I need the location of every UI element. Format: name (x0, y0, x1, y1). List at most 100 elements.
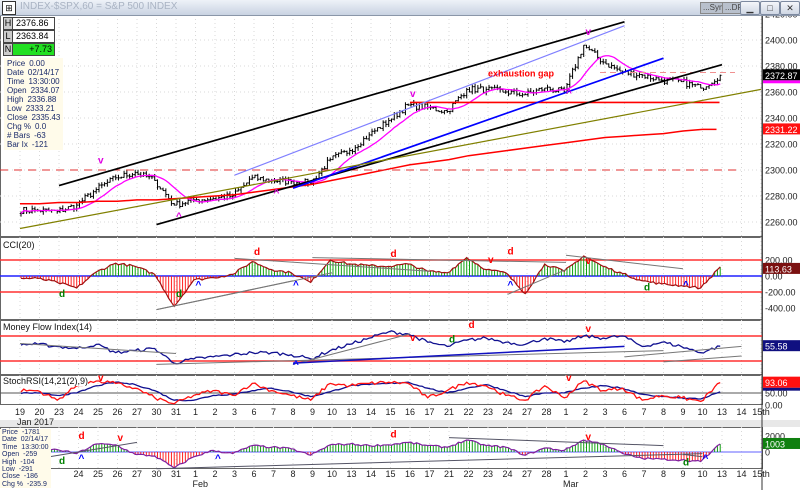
x-tick-label: 7 (271, 469, 276, 479)
x-tick-label: 10 (327, 469, 337, 479)
cci-tick-label: 200.00 (765, 256, 793, 266)
x-tick-label: 7 (641, 469, 646, 479)
price-bar (590, 48, 594, 52)
annotation-label: v (586, 432, 592, 443)
price-bar (468, 87, 471, 93)
chart-app-icon[interactable]: ⊞ (2, 1, 16, 15)
mfi-panel-title: Money Flow Index(14) (3, 322, 93, 332)
price-bar (348, 147, 352, 156)
info-key: Open (7, 86, 27, 95)
x-tick-label: 10 (697, 407, 707, 417)
info-row: High -104 (2, 459, 49, 466)
mfi-trendline (624, 345, 742, 358)
panel-splitter (0, 420, 800, 427)
restore-button[interactable]: □ (760, 1, 780, 15)
price-bar (479, 83, 482, 89)
x-tick-label: 27 (522, 469, 532, 479)
price-bar (610, 62, 613, 69)
info-key: Price (2, 429, 18, 436)
price-bar (86, 193, 90, 197)
price-tick-label: 2260.00 (765, 218, 798, 228)
price-bar (158, 186, 162, 190)
price-bar (362, 136, 365, 146)
price-bar (89, 192, 92, 199)
price-bar (250, 174, 254, 181)
x-tick-label: 3 (232, 469, 237, 479)
price-bar (156, 179, 159, 190)
info-value: -259 (23, 451, 38, 459)
price-bar (615, 65, 619, 72)
annotation-label: d (391, 430, 397, 441)
x-tick-label: 13 (346, 407, 356, 417)
info-row: High 2336.88 (7, 95, 60, 104)
trendline (292, 57, 664, 190)
cci-tick-label: -400.00 (765, 304, 796, 314)
info-key: Date (7, 68, 24, 77)
annotation-label: v (566, 373, 572, 384)
info-row: Date 02/14/17 (2, 436, 49, 443)
mfi-last-label: 55.58 (765, 342, 788, 352)
annotation-label: v (118, 433, 124, 444)
price-bar (406, 103, 410, 106)
price-bar (437, 110, 441, 113)
x-tick-label: 14 (736, 407, 746, 417)
price-bar (585, 44, 588, 49)
x-tick-label: 15 (385, 407, 395, 417)
month-label: Mar (563, 479, 579, 489)
minimize-button[interactable]: ▁ (740, 1, 760, 15)
lower-oscillator-line (20, 439, 721, 469)
x-tick-label: 9 (680, 407, 685, 417)
stochrsi-last-label: 93.06 (765, 378, 788, 388)
price-tick-label: 2340.00 (765, 114, 798, 124)
close-button[interactable]: ✕ (780, 1, 800, 15)
price-bar (195, 197, 198, 201)
x-tick-label: 3 (602, 469, 607, 479)
x-tick-label: 6 (622, 469, 627, 479)
annotation-label: v (488, 255, 494, 266)
price-bar (582, 44, 586, 57)
x-tick-label: 24 (73, 407, 83, 417)
price-bar (337, 152, 340, 158)
price-bar (122, 170, 126, 178)
price-bar (184, 202, 187, 207)
info-key: High (2, 458, 17, 466)
annotation-label: v (98, 373, 104, 384)
stochrsi-panel (0, 380, 762, 405)
info-key: Low (7, 104, 22, 113)
annotation-label: ^ (196, 280, 202, 291)
price-bar (342, 149, 346, 153)
mfi-last-label-bg (763, 340, 800, 352)
price-bar (128, 173, 131, 179)
price-bar (323, 166, 326, 170)
annotation-label: v (410, 89, 416, 100)
trendline (156, 63, 723, 226)
info-key: Time (7, 77, 25, 86)
x-tick-label: 13 (346, 469, 356, 479)
x-tick-label: 8 (661, 407, 666, 417)
x-tick-label: 14 (366, 469, 376, 479)
high-value: 2376.86 (16, 18, 49, 28)
annotation-label: ^ (215, 454, 221, 465)
price-bar (331, 155, 335, 161)
trendline (19, 88, 762, 230)
x-tick-label: 27 (132, 407, 142, 417)
x-tick-label: 23 (483, 469, 493, 479)
price-bar (379, 126, 382, 129)
price-bar (253, 174, 257, 179)
price-bar (702, 87, 705, 91)
cci-trendline (312, 257, 567, 263)
price-bar (716, 78, 719, 85)
x-tick-label: 20 (34, 407, 44, 417)
annotation-label: ^ (703, 454, 709, 465)
price-bar (236, 187, 240, 192)
x-tick-label: 28 (541, 469, 551, 479)
price-bar (409, 102, 413, 107)
price-bar (504, 89, 508, 94)
price-bar (604, 59, 608, 65)
cci-tick-label: 0.00 (765, 272, 783, 282)
price-bar (136, 169, 140, 176)
price-bar (370, 128, 374, 137)
lower-trendline (682, 453, 703, 458)
x-tick-label: 14 (736, 469, 746, 479)
